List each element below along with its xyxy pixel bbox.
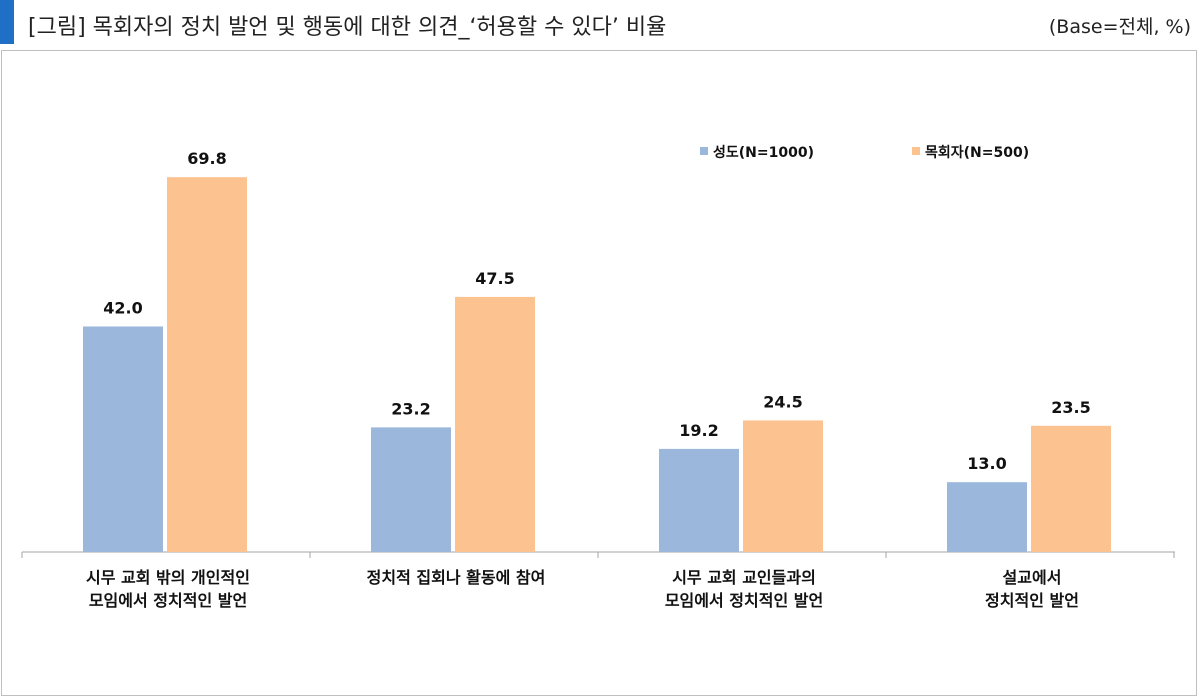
- chart-frame: [1, 50, 1197, 696]
- bar-series2: [1031, 425, 1111, 552]
- category-label: 정치적인 발언: [985, 591, 1079, 610]
- data-label: 23.5: [1051, 398, 1090, 417]
- data-label: 13.0: [967, 454, 1006, 473]
- base-note: (Base=전체, %): [1048, 16, 1191, 38]
- title-accent-bar: [0, 0, 14, 44]
- category-label: 시무 교회 밖의 개인적인: [86, 568, 250, 587]
- legend-label: 성도(N=1000): [713, 145, 814, 161]
- data-label: 23.2: [391, 399, 430, 418]
- bar-series2: [455, 296, 535, 552]
- category-label: 모임에서 정치적인 발언: [89, 591, 247, 610]
- title-bar: [그림] 목회자의 정치 발언 및 행동에 대한 의견_‘허용할 수 있다’ 비…: [0, 0, 1201, 47]
- legend-swatch: [700, 147, 708, 155]
- data-label: 69.8: [187, 149, 226, 168]
- bar-series1: [659, 448, 739, 552]
- bar-series1: [947, 482, 1027, 552]
- bar-series2: [167, 177, 247, 552]
- legend-label: 목회자(N=500): [925, 145, 1029, 161]
- bar-series1: [371, 427, 451, 552]
- data-label: 42.0: [103, 298, 142, 317]
- category-label: 모임에서 정치적인 발언: [665, 591, 823, 610]
- bar-series1: [83, 326, 163, 552]
- data-label: 19.2: [679, 421, 718, 440]
- category-label: 정치적 집회나 활동에 참여: [367, 568, 546, 587]
- bar-series2: [743, 420, 823, 552]
- chart-title: [그림] 목회자의 정치 발언 및 행동에 대한 의견_‘허용할 수 있다’ 비…: [28, 15, 667, 40]
- category-label: 설교에서: [1003, 568, 1062, 587]
- data-label: 47.5: [475, 269, 514, 288]
- legend-swatch: [912, 147, 920, 155]
- data-label: 24.5: [763, 392, 802, 411]
- category-label: 시무 교회 교인들과의: [672, 568, 816, 587]
